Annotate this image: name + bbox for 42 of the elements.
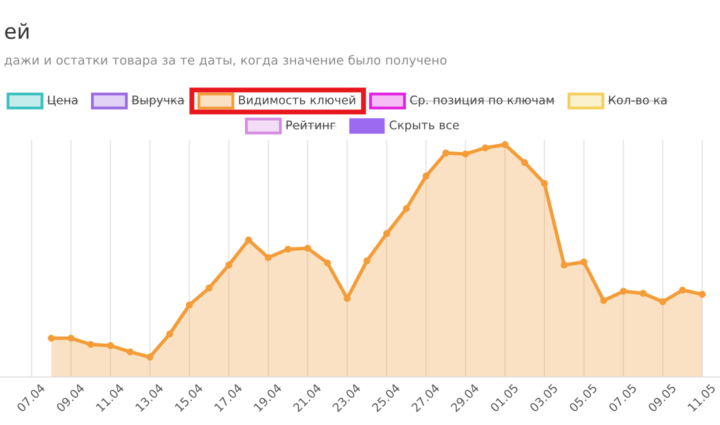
- point: [383, 230, 390, 238]
- point: [126, 348, 134, 356]
- point: [186, 302, 193, 308]
- point: [206, 284, 213, 292]
- point: [87, 341, 94, 348]
- point: [324, 259, 331, 266]
- point: [48, 334, 55, 342]
- point: [68, 334, 74, 342]
- text: Скрыть все: [390, 120, 459, 132]
- chart-subtitle: дажи и остатки товара за те даты, когда значение было получено: [4, 54, 446, 68]
- point: [560, 262, 568, 268]
- point: [284, 246, 292, 253]
- chart-title: ей: [5, 23, 28, 40]
- point: [698, 290, 706, 298]
- point: [482, 144, 489, 152]
- point: [640, 290, 647, 297]
- point: [106, 342, 114, 350]
- point: [521, 159, 528, 166]
- point: [304, 244, 312, 252]
- point: [363, 257, 370, 264]
- point: [146, 354, 154, 360]
- point: [264, 254, 272, 262]
- point: [540, 180, 548, 187]
- point: [166, 330, 174, 338]
- legend-label: Цена: [48, 96, 78, 106]
- legend-label: Видимость ключей: [239, 95, 356, 106]
- point: [600, 297, 608, 304]
- point: [462, 150, 470, 158]
- point: [659, 298, 666, 306]
- point: [402, 205, 410, 212]
- point: [245, 236, 252, 244]
- point: [422, 172, 430, 180]
- point: [679, 286, 686, 294]
- legend-label: Выручка: [132, 96, 184, 107]
- legend-label: Кол-во ка: [609, 96, 667, 104]
- legend-label: Рейтинг: [286, 120, 336, 130]
- point: [442, 150, 450, 156]
- point: [580, 258, 588, 266]
- point: [620, 288, 627, 295]
- point: [225, 262, 232, 268]
- legend-label: Ср. позиция по ключам: [410, 95, 554, 107]
- point: [502, 141, 508, 148]
